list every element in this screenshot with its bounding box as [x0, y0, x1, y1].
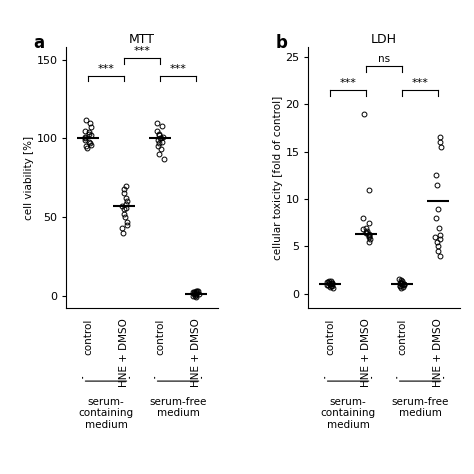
Text: HNE + DMSO: HNE + DMSO — [119, 319, 129, 387]
Text: HNE + DMSO: HNE + DMSO — [191, 319, 201, 387]
Text: ***: *** — [98, 64, 114, 73]
Text: serum-
containing
medium: serum- containing medium — [78, 397, 134, 430]
Text: serum-free
medium: serum-free medium — [392, 397, 449, 419]
Text: serum-free
medium: serum-free medium — [149, 397, 207, 419]
Title: LDH: LDH — [371, 33, 397, 46]
Text: HNE + DMSO: HNE + DMSO — [433, 319, 443, 387]
Title: MTT: MTT — [129, 33, 155, 46]
Text: serum-
containing
medium: serum- containing medium — [320, 397, 376, 430]
Text: ns: ns — [378, 55, 390, 64]
Text: b: b — [275, 35, 287, 52]
Text: ***: *** — [134, 46, 150, 56]
Text: ***: *** — [170, 64, 186, 73]
Text: ***: *** — [412, 78, 428, 88]
Text: control: control — [83, 319, 93, 355]
Text: control: control — [397, 319, 407, 355]
Y-axis label: cellular toxicity [fold of control]: cellular toxicity [fold of control] — [273, 96, 283, 260]
Text: control: control — [325, 319, 335, 355]
Text: ***: *** — [340, 78, 356, 88]
Text: control: control — [155, 319, 165, 355]
Text: a: a — [33, 35, 44, 52]
Y-axis label: cell viability [%]: cell viability [%] — [24, 136, 34, 220]
Text: HNE + DMSO: HNE + DMSO — [361, 319, 371, 387]
